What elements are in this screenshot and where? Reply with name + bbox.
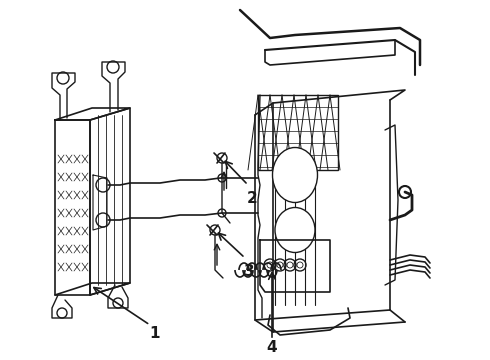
Bar xyxy=(258,95,338,170)
Text: 3: 3 xyxy=(244,265,254,279)
Ellipse shape xyxy=(272,148,318,202)
Text: 4: 4 xyxy=(267,341,277,356)
Ellipse shape xyxy=(275,207,315,252)
Text: 2: 2 xyxy=(246,190,257,206)
Text: 1: 1 xyxy=(150,325,160,341)
